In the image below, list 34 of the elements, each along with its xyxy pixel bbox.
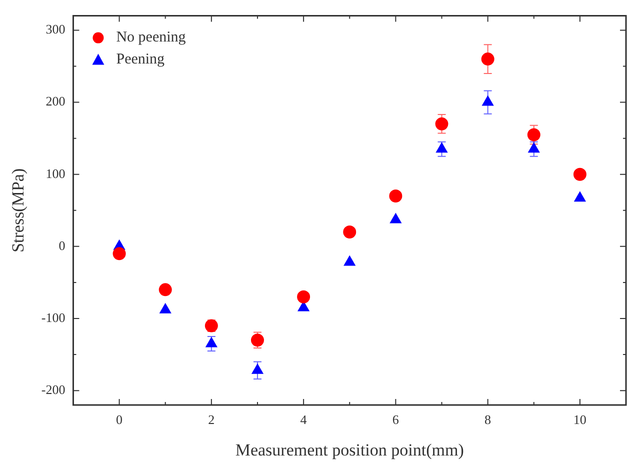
legend-label: No peening — [116, 30, 186, 46]
point — [160, 303, 172, 314]
point — [206, 337, 218, 348]
y-axis-title: Stress(MPa) — [8, 168, 28, 252]
x-tick-label: 6 — [392, 412, 400, 428]
y-tick-label: -100 — [41, 310, 66, 325]
y-tick-label: 100 — [46, 166, 66, 181]
point — [481, 52, 494, 66]
x-tick-label: 0 — [116, 412, 123, 428]
point — [112, 247, 126, 260]
point — [482, 96, 494, 106]
point — [297, 290, 310, 304]
point — [436, 142, 448, 153]
point — [390, 213, 402, 224]
y-tick-label: 300 — [46, 22, 66, 37]
point — [435, 117, 448, 130]
point — [573, 168, 586, 181]
x-tick-label: 10 — [573, 412, 586, 428]
point — [252, 364, 264, 374]
legend-label: Peening — [116, 52, 166, 68]
point — [389, 189, 402, 202]
x-axis-title: Measurement position point(mm) — [235, 440, 464, 460]
x-tick-label: 4 — [300, 412, 308, 428]
y-tick-label: -200 — [41, 382, 66, 398]
point — [574, 192, 586, 202]
point — [158, 283, 172, 296]
point — [528, 142, 540, 153]
x-tick-label: 8 — [484, 412, 492, 428]
point — [344, 256, 356, 266]
y-tick-label: 0 — [58, 238, 66, 253]
y-tick-label: 200 — [46, 94, 66, 109]
point — [343, 226, 356, 239]
point — [527, 128, 540, 142]
x-tick-label: 2 — [208, 412, 215, 428]
